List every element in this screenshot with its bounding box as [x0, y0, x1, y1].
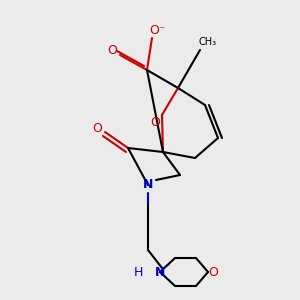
- Text: O⁻: O⁻: [150, 23, 166, 37]
- Text: O: O: [150, 116, 160, 128]
- Text: H: H: [133, 266, 143, 278]
- Text: CH₃: CH₃: [199, 37, 217, 47]
- Text: N: N: [143, 178, 153, 191]
- Text: O: O: [92, 122, 102, 134]
- Text: ⁺: ⁺: [166, 262, 170, 272]
- Text: N: N: [155, 266, 165, 278]
- Text: O: O: [208, 266, 218, 278]
- Text: O: O: [107, 44, 117, 56]
